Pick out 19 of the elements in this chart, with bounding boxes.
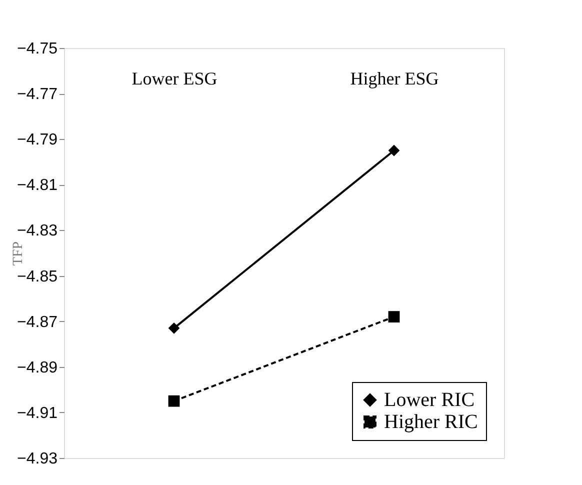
y-tick-label: −4.81 [17, 177, 58, 194]
y-tick-label: −4.91 [17, 404, 58, 422]
point [168, 395, 180, 407]
point [388, 311, 400, 322]
y-tick-label: −4.85 [17, 268, 58, 286]
legend-label: Lower RIC [384, 389, 475, 411]
y-tick-label: −4.87 [17, 314, 58, 331]
point [168, 322, 180, 334]
y-tick-label: −4.89 [17, 359, 58, 376]
x-tick-label: Lower ESG [132, 68, 218, 88]
point [388, 144, 400, 156]
legend-label: Higher RIC [384, 411, 478, 433]
y-tick-label: −4.79 [17, 132, 58, 149]
y-axis-title: TFP [11, 241, 26, 266]
y-tick-label: −4.75 [17, 40, 58, 58]
y-tick-label: −4.83 [17, 222, 58, 240]
y-tick-label: −4.93 [17, 450, 58, 468]
y-tick-label: −4.77 [17, 86, 58, 104]
x-tick-label: Higher ESG [350, 68, 439, 88]
